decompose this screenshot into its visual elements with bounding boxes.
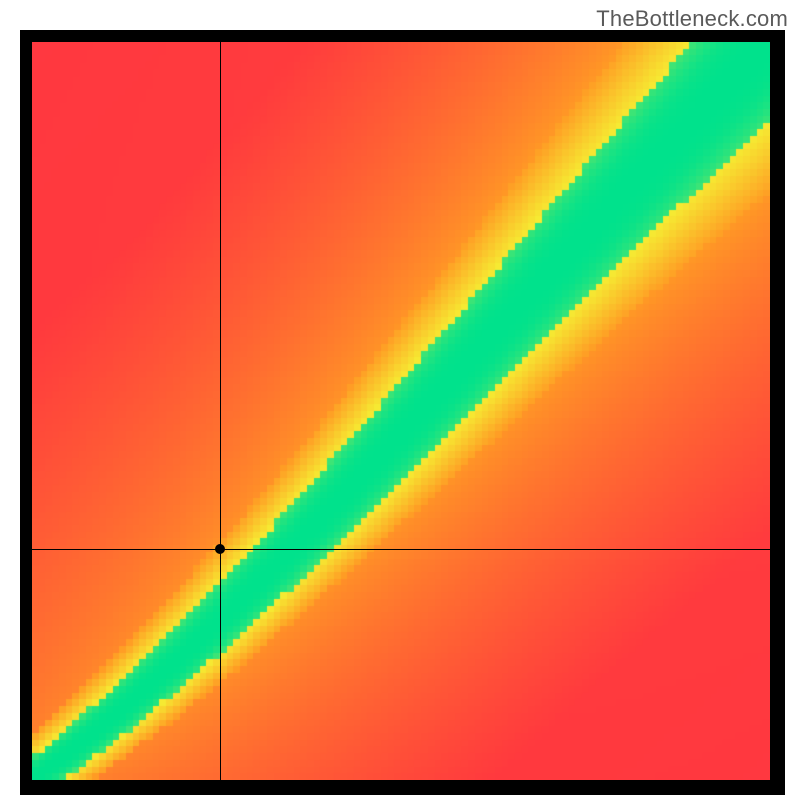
watermark-text: TheBottleneck.com: [596, 6, 788, 32]
heatmap-canvas: [32, 42, 770, 780]
crosshair-marker: [215, 544, 225, 554]
crosshair-vertical: [220, 42, 221, 783]
crosshair-horizontal: [32, 549, 773, 550]
plot-frame: [20, 30, 785, 795]
root: TheBottleneck.com: [0, 0, 800, 800]
